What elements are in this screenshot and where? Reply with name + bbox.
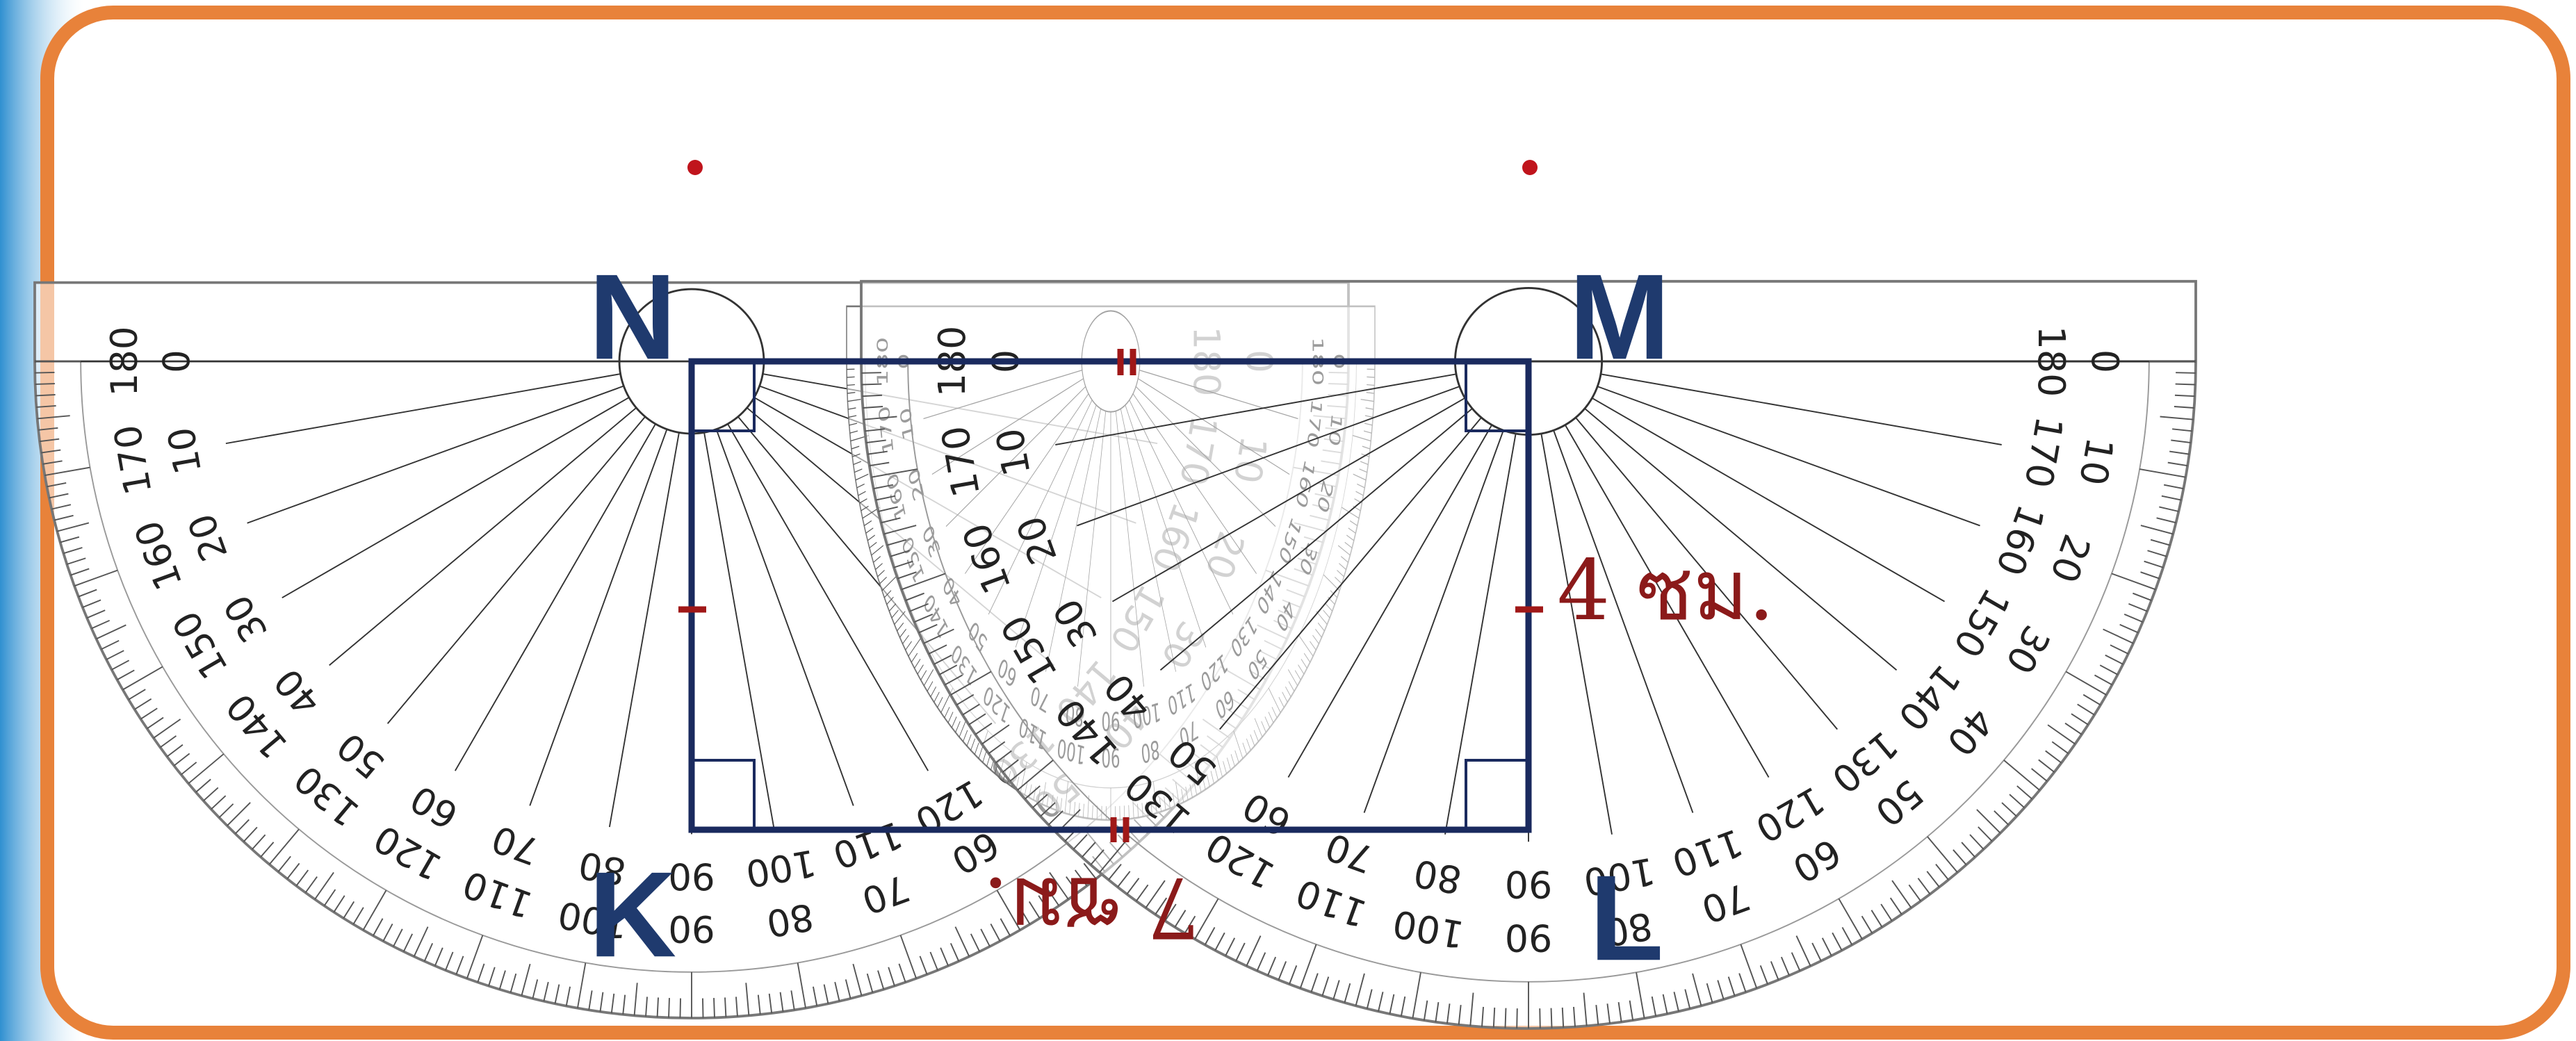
vertex-label: M — [1569, 249, 1670, 385]
rectangle-nmlk — [678, 160, 1543, 842]
inner-scale-label: 80 — [1410, 851, 1465, 902]
side-length: 4 ซม. — [1557, 543, 1775, 639]
inner-scale-label: 90 — [668, 854, 715, 896]
radial-lines — [1047, 361, 2010, 842]
outer-scale-label: 180 — [104, 327, 146, 397]
outer-scale-label: 90 — [1505, 916, 1552, 960]
right-angle — [690, 360, 756, 432]
outer-scale-label: 10 — [2071, 434, 2122, 489]
vertex-label: K — [589, 847, 676, 983]
inner-scale-label: 80 — [576, 843, 629, 893]
outer-scale-label: 80 — [763, 894, 817, 944]
rectangle — [688, 358, 1532, 833]
inner-scale-label: 90 — [1505, 862, 1552, 906]
side-length: 7 ซม. — [982, 858, 1200, 955]
outer-scale-label: 0 — [2083, 350, 2127, 373]
degree-ticks — [861, 361, 2196, 1029]
inner-scale-label: 0 — [156, 350, 199, 373]
inner-scale-label: 10 — [988, 425, 1039, 479]
right-angle — [1465, 360, 1530, 432]
outer-scale-label: 80 — [1601, 903, 1656, 955]
vertex-label: L — [1590, 851, 1664, 986]
protractor-inner-ring — [907, 361, 2150, 983]
dot — [1522, 160, 1538, 175]
dot — [687, 160, 703, 175]
equal-marks — [678, 349, 1543, 842]
outer-scale-label: 90 — [668, 907, 715, 949]
inner-scale-label: 180 — [2030, 326, 2073, 397]
vertex-label: N — [589, 249, 676, 385]
inner-scale-label: 10 — [160, 424, 210, 477]
right-angle — [1465, 759, 1530, 831]
right-angle — [690, 759, 756, 831]
